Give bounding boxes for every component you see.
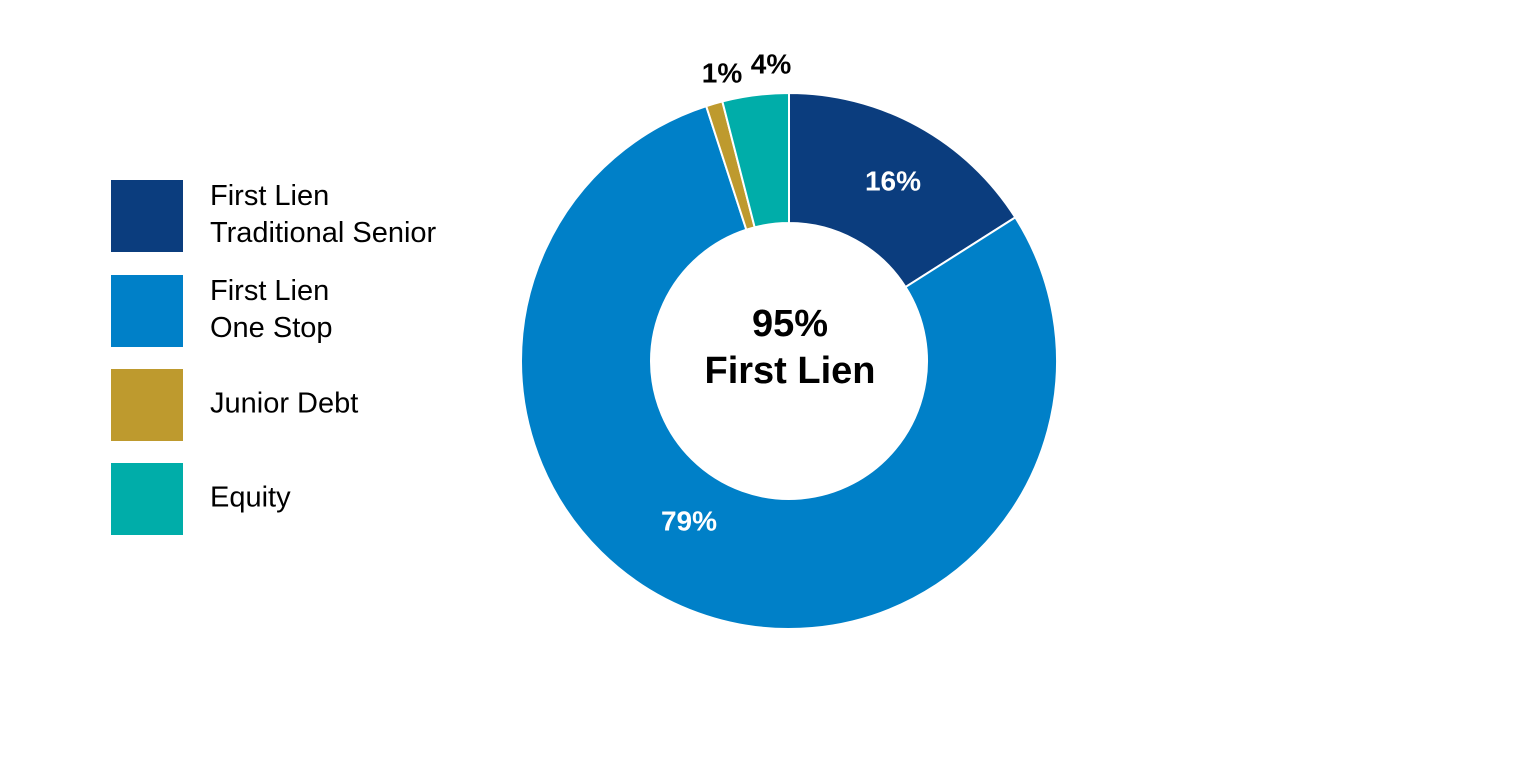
data-label: 1% — [702, 57, 743, 88]
center-label: First Lien — [704, 350, 875, 392]
donut-slice — [520, 104, 1058, 630]
legend-label: First Lien — [210, 275, 329, 307]
legend-swatch — [111, 275, 183, 347]
legend-label: One Stop — [210, 312, 333, 344]
legend-label: First Lien — [210, 180, 329, 212]
donut-slice — [788, 91, 1017, 289]
data-label: 4% — [751, 48, 792, 79]
center-label: 95% — [752, 303, 828, 345]
legend-swatch — [111, 369, 183, 441]
legend-swatch — [111, 180, 183, 252]
legend-swatch — [111, 463, 183, 535]
data-label: 16% — [865, 165, 921, 196]
donut-slice — [721, 91, 790, 229]
legend-label: Traditional Senior — [210, 217, 437, 249]
data-label: 79% — [661, 505, 717, 536]
legend-label: Junior Debt — [210, 388, 358, 420]
legend-label: Equity — [210, 482, 291, 514]
